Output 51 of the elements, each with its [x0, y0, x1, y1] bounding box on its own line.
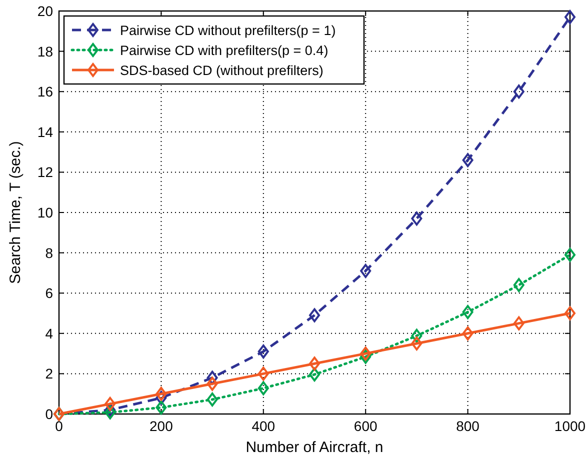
point	[258, 381, 269, 396]
y-tick-label: 8	[45, 244, 54, 261]
point	[104, 405, 116, 420]
legend-label: SDS-based CD (without prefilters)	[120, 63, 324, 78]
point	[258, 366, 269, 381]
point	[411, 328, 422, 343]
point	[360, 350, 372, 364]
point	[513, 84, 524, 99]
x-tick-label: 0	[55, 418, 64, 434]
point	[156, 400, 167, 415]
x-axis-title: Number of Aircraft, n	[246, 439, 384, 456]
point	[462, 326, 474, 340]
point	[564, 306, 576, 320]
point	[258, 344, 269, 359]
point	[411, 212, 422, 226]
legend-label: Pairwise CD with prefilters(p = 0.4)	[120, 43, 328, 58]
point	[411, 336, 422, 350]
point	[360, 346, 372, 361]
y-axis-title: Search Time, T (sec.)	[7, 141, 24, 284]
legend-label: Pairwise CD without prefilters(p = 1)	[120, 23, 336, 38]
point	[206, 392, 218, 406]
point	[309, 356, 320, 371]
x-tick-label: 800	[456, 418, 480, 434]
y-tick-label: 0	[45, 406, 54, 422]
y-tick-label: 14	[37, 124, 54, 140]
x-tick-label: 200	[150, 418, 174, 434]
y-tick-label: 6	[45, 285, 54, 302]
point	[360, 264, 372, 278]
point	[156, 390, 167, 405]
point	[513, 316, 524, 330]
y-tick-label: 12	[37, 164, 54, 180]
x-tick-label: 1000	[554, 418, 586, 434]
x-tick-label: 400	[252, 418, 276, 434]
point	[513, 278, 524, 292]
point	[309, 308, 320, 322]
point	[564, 248, 576, 262]
y-tick-label: 2	[45, 366, 54, 382]
point	[156, 386, 167, 401]
y-tick-label: 20	[37, 3, 54, 19]
y-tick-label: 4	[45, 325, 54, 342]
y-tick-label: 18	[37, 43, 54, 60]
point	[104, 396, 116, 411]
point	[309, 368, 320, 382]
point	[206, 376, 218, 391]
y-tick-label: 10	[37, 204, 54, 220]
point	[564, 10, 576, 24]
point	[462, 153, 474, 168]
point	[462, 305, 474, 320]
x-tick-label: 600	[354, 418, 378, 434]
point	[206, 370, 218, 385]
y-tick-label: 16	[37, 84, 54, 100]
